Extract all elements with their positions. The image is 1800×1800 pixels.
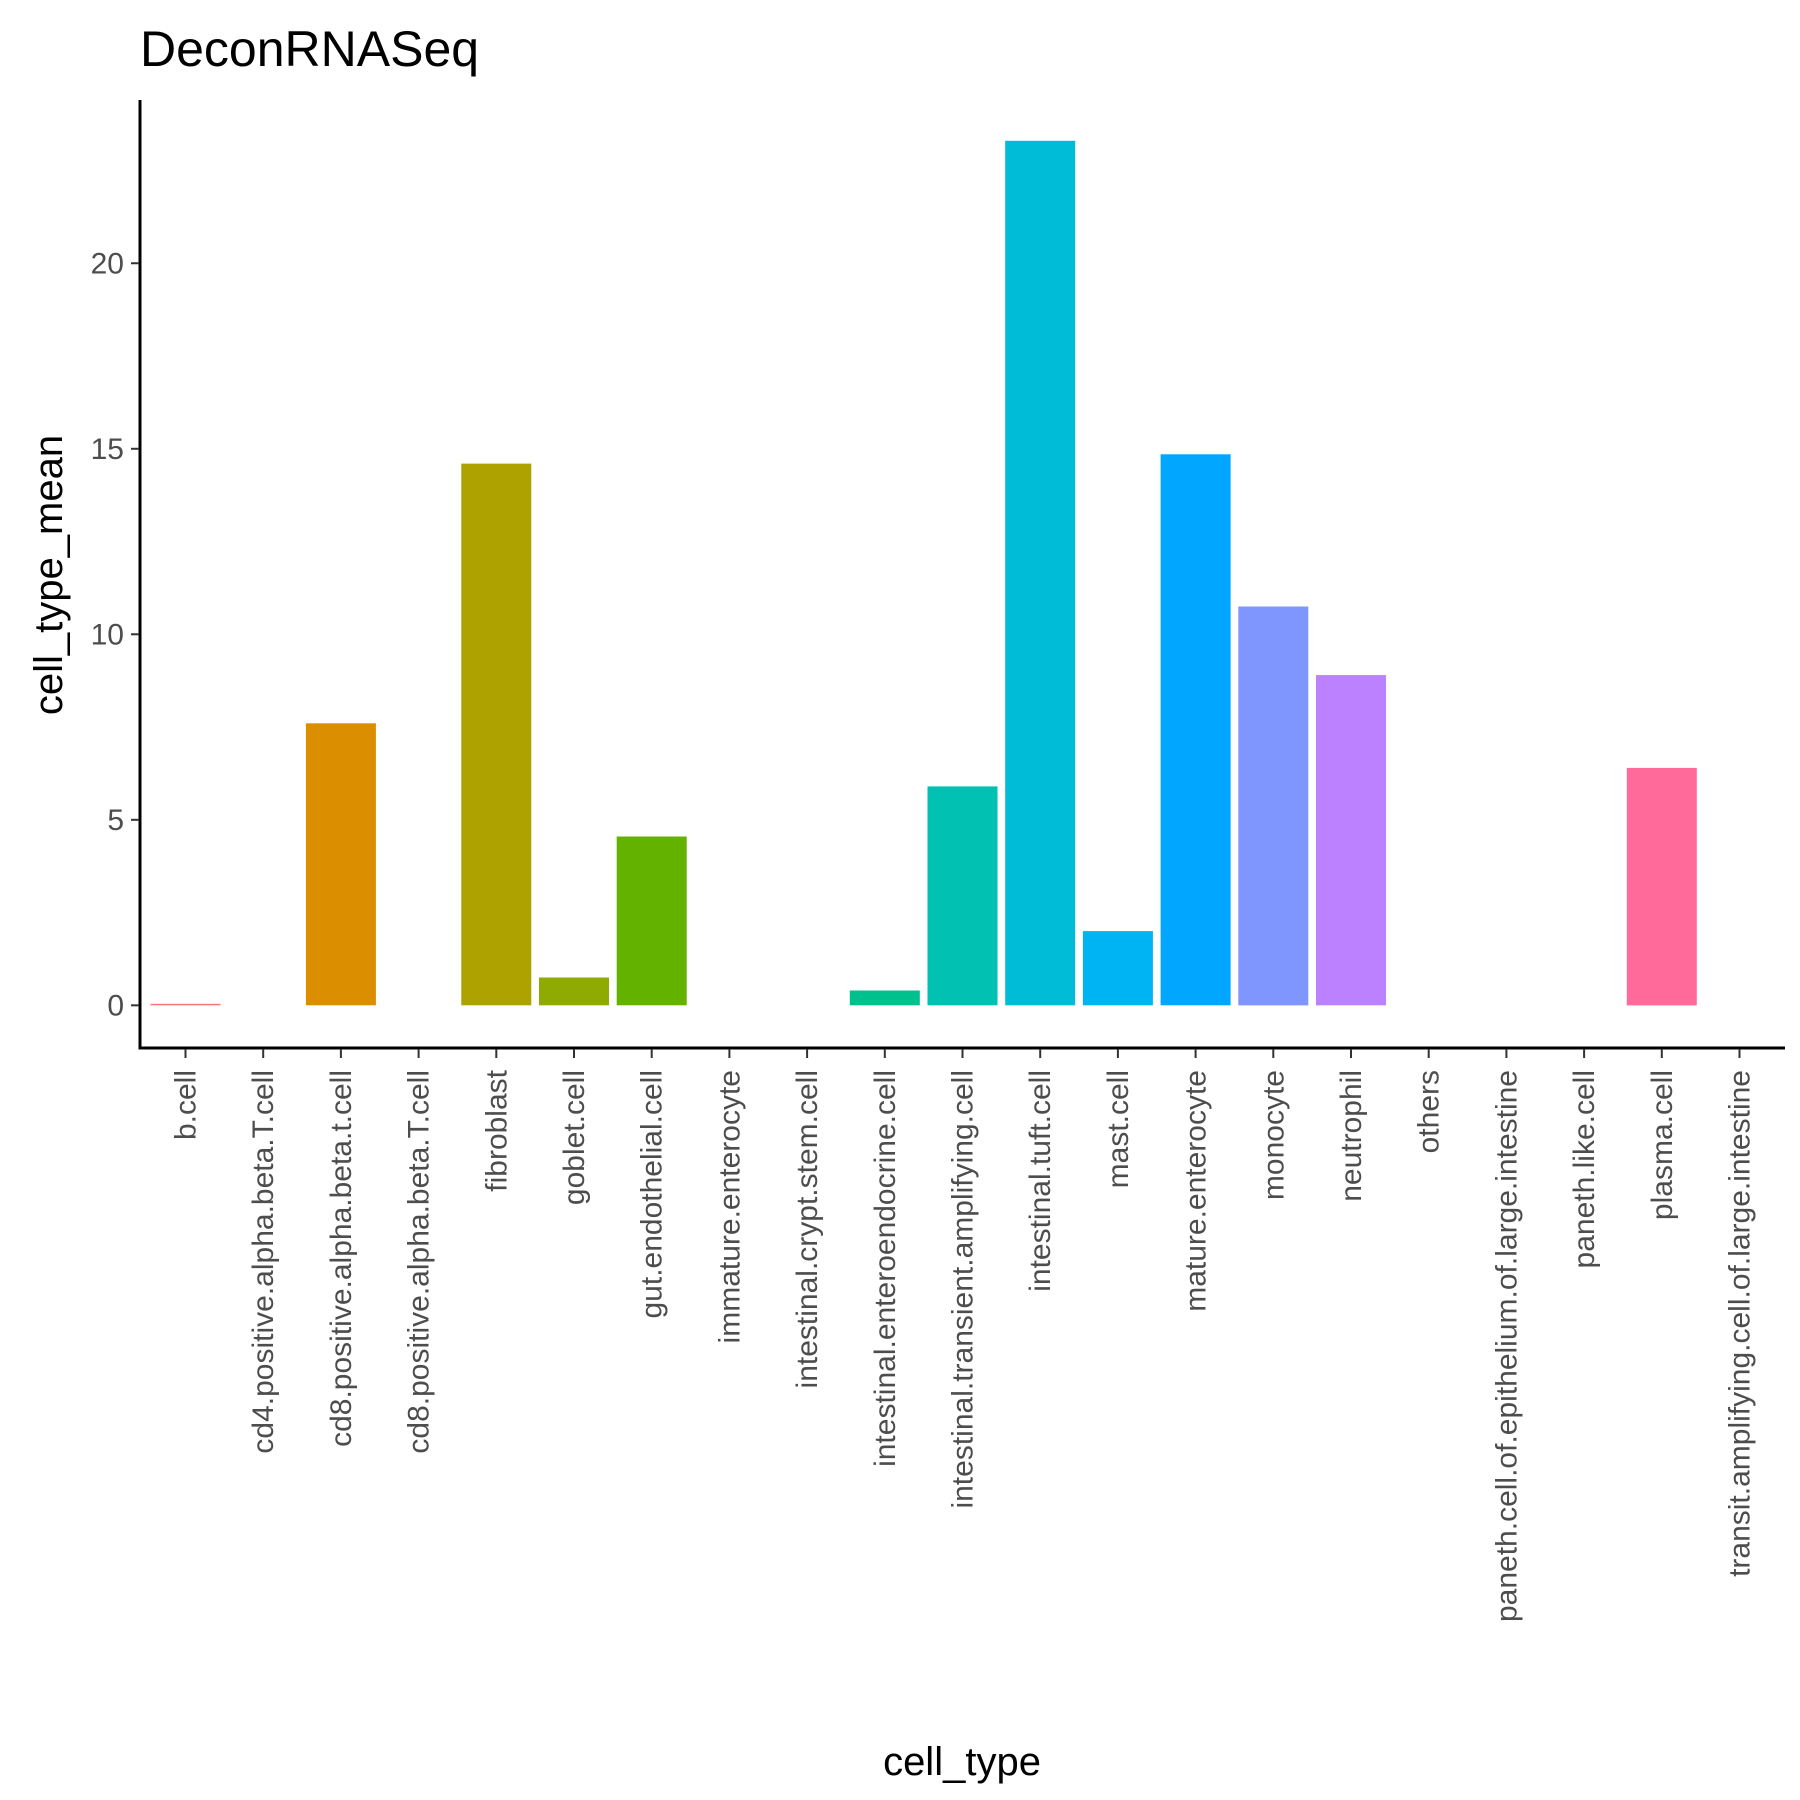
- x-tick-label: transit.amplifying.cell.of.large.intesti…: [1724, 1070, 1757, 1577]
- bar-fibroblast: [461, 463, 532, 1006]
- x-axis-title: cell_type: [883, 1740, 1041, 1784]
- bar-mast.cell: [1082, 931, 1153, 1006]
- x-tick-label: neutrophil: [1335, 1070, 1368, 1202]
- bar-gut.endothelial.cell: [616, 836, 687, 1006]
- bar-cd8.positive.alpha.beta.t.cell: [305, 723, 376, 1006]
- bar-monocyte: [1238, 606, 1309, 1006]
- x-tick-label: intestinal.transient.amplifying.cell: [947, 1070, 980, 1509]
- y-tick-label: 0: [107, 989, 124, 1022]
- x-tick-label: monocyte: [1257, 1070, 1290, 1200]
- y-ticks-group: 0 5 10 15 20: [91, 247, 139, 1022]
- x-tick-label: intestinal.crypt.stem.cell: [791, 1070, 824, 1388]
- bar-intestinal.transient.amplifying.cell: [927, 786, 998, 1006]
- x-tick-label: paneth.like.cell: [1568, 1070, 1601, 1268]
- x-tick-label: fibroblast: [480, 1069, 513, 1191]
- y-tick-label: 20: [91, 247, 124, 280]
- bar-goblet.cell: [539, 977, 609, 1006]
- bar-intestinal.tuft.cell: [1005, 140, 1076, 1006]
- bars-group: [150, 140, 1697, 1006]
- x-ticks-group: b.cell cd4.positive.alpha.beta.T.cell cd8.…: [170, 1049, 1757, 1622]
- y-axis-title: cell_type_mean: [27, 435, 71, 715]
- x-tick-label: intestinal.tuft.cell: [1024, 1070, 1057, 1292]
- x-tick-label: intestinal.enteroendocrine.cell: [869, 1070, 902, 1467]
- x-tick-label: plasma.cell: [1646, 1070, 1679, 1220]
- x-tick-label: cd4.positive.alpha.beta.T.cell: [247, 1070, 280, 1454]
- x-tick-label: immature.enterocyte: [713, 1070, 746, 1343]
- bar-neutrophil: [1316, 675, 1386, 1006]
- x-tick-label: cd8.positive.alpha.beta.T.cell: [403, 1070, 436, 1454]
- x-tick-label: mature.enterocyte: [1180, 1070, 1213, 1312]
- y-tick-label: 10: [91, 618, 124, 651]
- x-tick-label: mast.cell: [1102, 1070, 1135, 1188]
- x-tick-label: cd8.positive.alpha.beta.t.cell: [325, 1070, 358, 1447]
- bar-b.cell: [150, 1003, 221, 1006]
- y-tick-label: 15: [91, 433, 124, 466]
- y-tick-label: 5: [107, 804, 124, 837]
- x-tick-label: goblet.cell: [558, 1070, 591, 1205]
- chart-title: DeconRNASeq: [140, 21, 479, 77]
- x-tick-label: paneth.cell.of.epithelium.of.large.intes…: [1490, 1070, 1523, 1622]
- bar-intestinal.enteroendocrine.cell: [849, 990, 920, 1006]
- bar-mature.enterocyte: [1160, 454, 1231, 1006]
- x-tick-label: b.cell: [170, 1070, 203, 1140]
- bar-plasma.cell: [1626, 767, 1697, 1006]
- x-tick-label: gut.endothelial.cell: [636, 1070, 669, 1319]
- x-tick-label: others: [1413, 1070, 1446, 1153]
